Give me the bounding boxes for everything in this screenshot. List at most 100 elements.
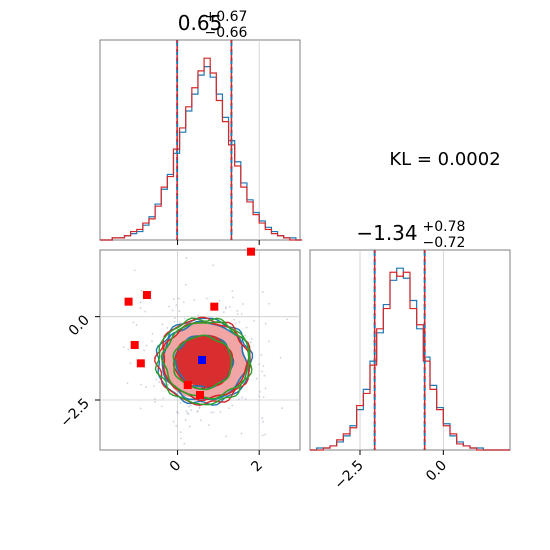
sample-point (167, 383, 170, 386)
sample-point (281, 407, 283, 410)
sample-point (158, 381, 161, 383)
sample-point (263, 374, 266, 377)
contour-line-halo-2 (154, 317, 253, 406)
red-marker (130, 341, 139, 349)
hist-series-0 (100, 66, 303, 241)
sample-point (219, 411, 222, 413)
sample-point (145, 344, 148, 347)
sample-point (183, 442, 186, 445)
sample-point (262, 365, 265, 367)
sample-point (173, 298, 175, 301)
sample-point (261, 370, 263, 373)
sample-point (184, 283, 187, 286)
sample-point (180, 437, 182, 440)
sample-point (199, 419, 202, 422)
sample-point (228, 305, 231, 308)
title-x-lower: −0.66 (205, 25, 248, 41)
hist-series-1 (100, 57, 303, 241)
x-tick-label: 0 (167, 458, 185, 476)
red-marker (124, 297, 133, 306)
sample-point (168, 305, 170, 308)
sample-point (234, 322, 237, 325)
sample-point (155, 378, 158, 381)
sample-point (240, 313, 243, 315)
panel-frame (309, 249, 511, 451)
contour-line-halo-1 (154, 316, 251, 406)
sample-point (177, 412, 180, 414)
hist-series-1 (310, 271, 510, 451)
red-marker (247, 247, 256, 256)
sample-point (240, 432, 243, 435)
sample-point (264, 433, 267, 436)
sample-point (143, 349, 146, 352)
title-y-param: −1.34 (356, 221, 417, 245)
sample-point (244, 334, 247, 337)
sample-point (162, 397, 165, 400)
sample-point (262, 396, 265, 398)
sample-point (133, 269, 136, 272)
sample-point (212, 411, 215, 414)
title-y-median: −1.34 (356, 221, 417, 245)
title-y-lower: −0.72 (423, 235, 466, 251)
sample-point (286, 318, 288, 321)
y-tick-label: 0.0 (66, 312, 93, 339)
sample-point (145, 386, 147, 388)
sample-point (238, 321, 241, 323)
sample-point (173, 317, 176, 320)
sample-point (224, 307, 227, 310)
panel-frame (99, 249, 301, 451)
sample-point (190, 409, 193, 411)
red-marker (183, 381, 192, 389)
panel-top-left (99, 39, 303, 241)
sample-point (193, 399, 196, 402)
panel-bottom-right (309, 249, 511, 451)
sample-point (129, 362, 132, 365)
sample-point (237, 398, 240, 401)
sample-point (212, 264, 215, 267)
sample-point (268, 302, 270, 305)
sample-point (185, 410, 188, 413)
sample-point (262, 420, 264, 423)
sample-point (218, 300, 221, 302)
sample-point (244, 397, 247, 400)
sample-point (242, 303, 244, 305)
sample-point (236, 310, 239, 312)
sample-point (152, 385, 155, 387)
sample-point (255, 377, 258, 380)
sample-point (259, 390, 261, 393)
sample-point (126, 382, 129, 385)
blue-marker (198, 356, 207, 364)
sample-point (222, 311, 225, 314)
sample-point (253, 320, 255, 322)
sample-point (267, 340, 270, 343)
sample-point (184, 419, 187, 422)
sample-point (210, 411, 213, 414)
sample-point (232, 318, 235, 321)
x-tick-label: 0.0 (423, 458, 450, 485)
joint-contours (100, 247, 300, 450)
sample-point (188, 405, 190, 408)
contour-line-outer-1 (162, 321, 250, 402)
red-marker (142, 291, 151, 299)
sample-point (231, 404, 234, 407)
sample-point (189, 404, 192, 407)
title-y-upper: +0.78 (423, 219, 466, 235)
sample-point (241, 396, 243, 399)
sample-point (177, 297, 180, 300)
sample-point (188, 425, 191, 428)
sample-point (139, 301, 142, 304)
red-marker (196, 391, 204, 399)
sample-point (154, 401, 157, 403)
sample-point (224, 306, 227, 309)
sample-point (225, 435, 228, 438)
sample-point (182, 301, 185, 304)
sample-point (258, 395, 261, 398)
sample-point (171, 309, 174, 312)
sample-point (166, 327, 169, 329)
sample-point (178, 321, 181, 324)
panel-frame (99, 39, 301, 241)
sample-point (261, 434, 264, 437)
sample-point (186, 412, 189, 414)
sample-point (132, 321, 135, 324)
